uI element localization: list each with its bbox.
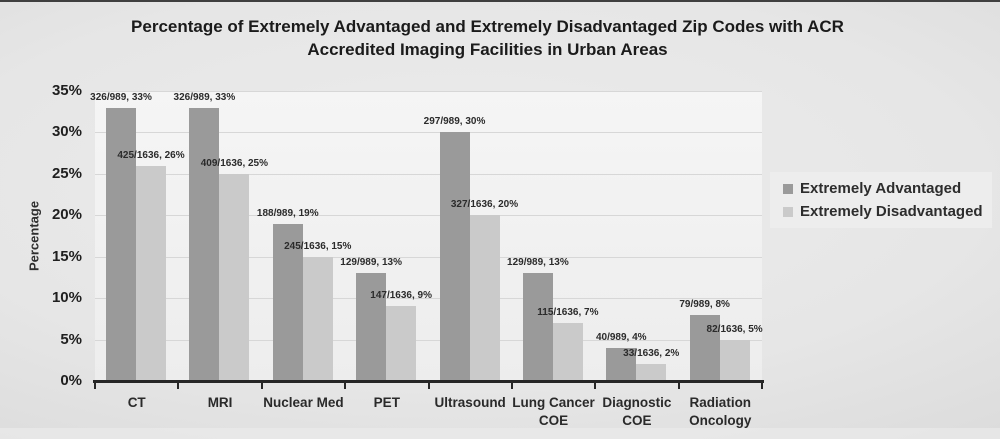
grid-line: [95, 173, 762, 175]
y-tick-label: 10%: [51, 289, 82, 307]
y-tick-label: 25%: [51, 164, 82, 182]
y-tick-label: 30%: [51, 123, 82, 141]
x-tick-label: Nuclear Med: [263, 395, 344, 410]
bar-extremely-disadvantaged: [469, 215, 500, 381]
bar-extremely-disadvantaged: [136, 165, 166, 381]
bar-extremely-advantaged: [106, 107, 136, 381]
photo-edge-band: [0, 428, 1000, 439]
bar-value-label: 33/1636, 2%: [623, 348, 680, 360]
x-tick-label: Lung Cancer COE: [512, 395, 595, 428]
y-tick-label: 0%: [60, 372, 82, 389]
grid-line: [95, 215, 762, 217]
bar-value-label: 409/1636, 25%: [200, 157, 269, 169]
bar-extremely-disadvantaged: [219, 173, 250, 381]
bar-value-label: 188/989, 19%: [256, 207, 319, 219]
grid-line: [95, 339, 762, 341]
legend-label-disadvantaged: Extremely Disadvantaged: [800, 203, 983, 220]
x-axis-tick: [677, 382, 680, 389]
bar-value-label: 129/989, 13%: [340, 257, 402, 269]
bar-extremely-advantaged: [356, 273, 387, 381]
bar-value-label: 327/1636, 20%: [450, 199, 519, 211]
grid-line: [95, 298, 762, 300]
bar-extremely-disadvantaged: [552, 323, 583, 381]
x-axis-tick: [761, 382, 763, 389]
bar-extremely-advantaged: [689, 314, 720, 381]
x-axis-tick: [177, 382, 180, 389]
x-axis-tick: [344, 382, 347, 389]
grid-line: [95, 91, 762, 92]
legend-item-extremely-disadvantaged: Extremely Disadvantaged: [783, 203, 992, 220]
bar-value-label: 425/1636, 26%: [117, 149, 185, 161]
x-axis-tick: [94, 382, 96, 389]
x-tick-label: PET: [373, 395, 400, 410]
x-axis-tick: [594, 382, 597, 389]
legend-label-advantaged: Extremely Advantaged: [800, 180, 962, 197]
bar-value-label: 129/989, 13%: [507, 257, 569, 269]
y-tick-label: 20%: [51, 206, 82, 224]
grid-line: [95, 256, 762, 258]
bar-extremely-advantaged: [439, 132, 470, 381]
bar-value-label: 326/989, 33%: [173, 91, 236, 103]
bar-extremely-advantaged: [522, 273, 553, 381]
bar-value-label: 40/989, 4%: [595, 331, 647, 343]
bar-value-label: 326/989, 33%: [90, 91, 152, 103]
x-axis-tick: [260, 382, 263, 389]
legend-item-extremely-advantaged: Extremely Advantaged: [783, 180, 992, 197]
bar-value-label: 79/989, 8%: [679, 298, 730, 310]
x-tick-label: CT: [127, 395, 146, 410]
y-tick-label: 35%: [51, 82, 82, 99]
chart-title-line1: Percentage of Extremely Advantaged and E…: [131, 17, 844, 36]
bar-value-label: 82/1636, 5%: [706, 323, 763, 335]
bar-extremely-advantaged: [189, 107, 220, 381]
x-tick-label: Radiation Oncology: [689, 395, 752, 428]
bar-extremely-disadvantaged: [719, 339, 750, 381]
y-tick-label: 5%: [60, 330, 82, 348]
bar-extremely-disadvantaged: [386, 306, 417, 381]
x-axis-line: [93, 380, 764, 383]
bar-value-label: 297/989, 30%: [423, 116, 486, 128]
x-axis-tick: [427, 382, 430, 389]
bar-extremely-advantaged: [272, 223, 303, 381]
bar-value-label: 245/1636, 15%: [284, 240, 352, 252]
bar-value-label: 147/1636, 9%: [370, 290, 432, 302]
x-tick-label: MRI: [207, 395, 233, 410]
legend: Extremely Advantaged Extremely Disadvant…: [770, 172, 992, 228]
chart-title: Percentage of Extremely Advantaged and E…: [0, 15, 975, 61]
bar-extremely-disadvantaged: [636, 364, 667, 381]
bar-extremely-disadvantaged: [302, 256, 333, 381]
legend-swatch-disadvantaged-icon: [783, 206, 793, 217]
x-axis-tick: [510, 382, 513, 389]
grid-line: [95, 132, 762, 134]
bar-extremely-advantaged: [606, 347, 637, 381]
y-tick-label: 15%: [51, 247, 82, 265]
bar-value-label: 115/1636, 7%: [537, 307, 599, 318]
x-tick-label: Ultrasound: [434, 395, 506, 410]
x-tick-label: Diagnostic COE: [602, 395, 672, 428]
legend-swatch-advantaged-icon: [783, 183, 793, 194]
chart-title-line2: Accredited Imaging Facilities in Urban A…: [307, 40, 668, 59]
